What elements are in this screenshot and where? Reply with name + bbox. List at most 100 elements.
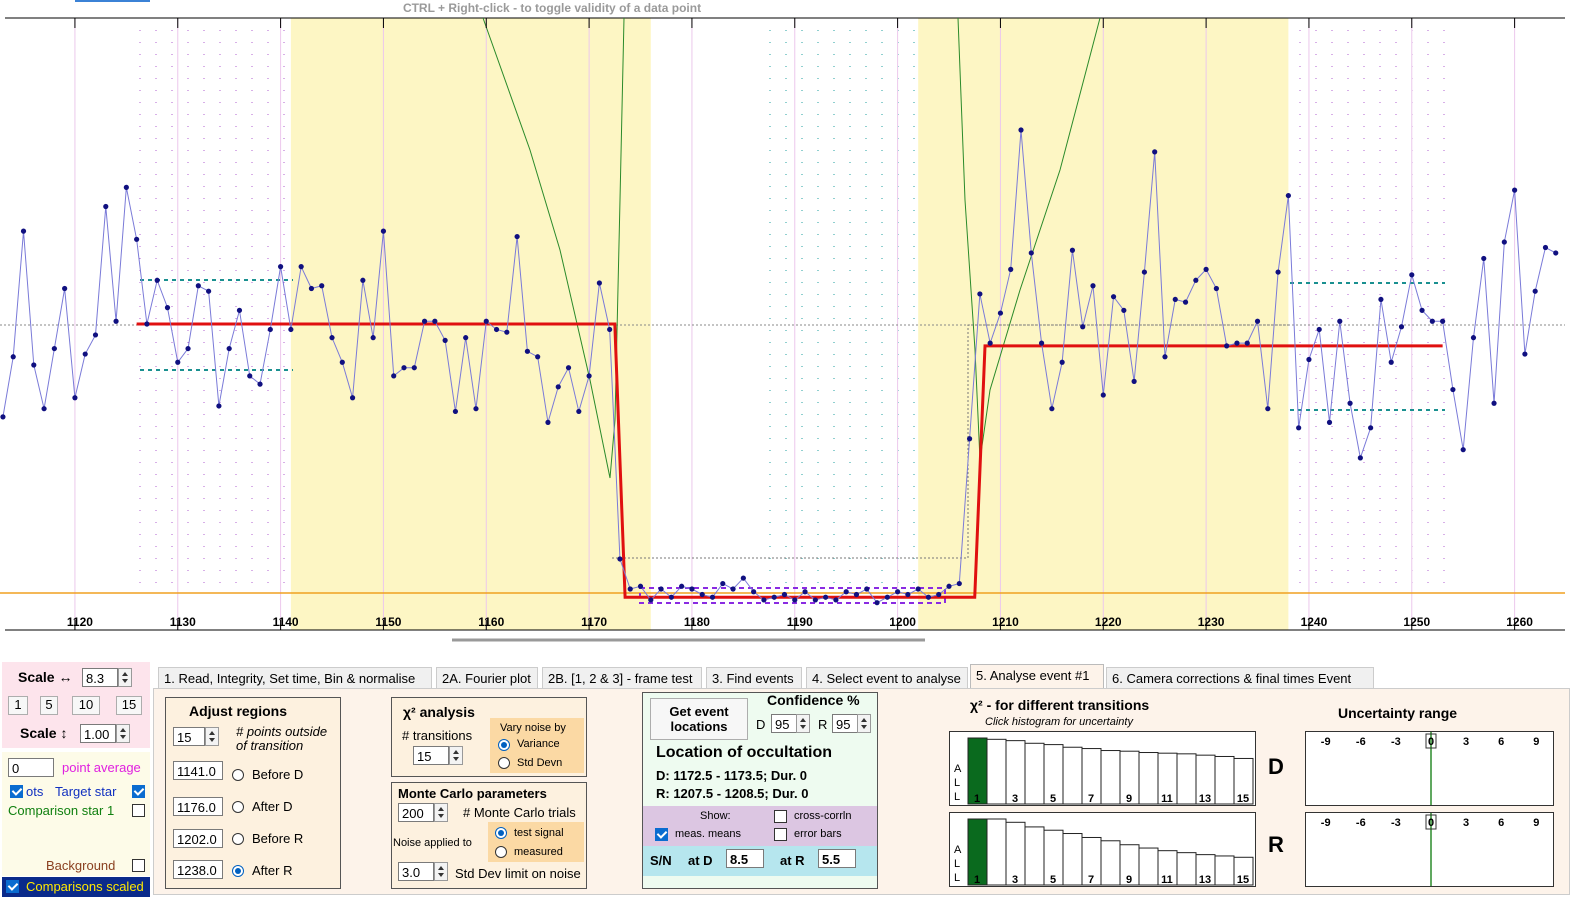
spinner[interactable]	[205, 727, 219, 746]
input[interactable]: 200	[398, 803, 434, 822]
spinner[interactable]	[434, 862, 448, 881]
data-point	[987, 340, 993, 346]
input[interactable]: 1176.0	[173, 797, 223, 816]
tab[interactable]: 4. Select event to analyse	[806, 667, 968, 688]
chi2-bar	[1176, 852, 1197, 886]
checkbox[interactable]	[774, 828, 787, 841]
data-point	[1285, 192, 1291, 199]
data-point	[1254, 318, 1261, 324]
button[interactable]: 15	[116, 696, 142, 715]
data-point	[41, 406, 47, 412]
dropdown[interactable]: 0	[8, 758, 54, 777]
spinner[interactable]	[118, 668, 132, 687]
light-curve-plot[interactable]: CTRL + Right-click - to toggle validity …	[0, 0, 1581, 650]
checkbox[interactable]	[132, 785, 145, 798]
data-point	[144, 321, 150, 327]
spinner[interactable]	[449, 746, 463, 765]
x-tick-label: 1260	[1506, 615, 1533, 629]
input[interactable]: 95	[832, 714, 858, 733]
x-tick-label: 1140	[273, 615, 299, 629]
data-point	[679, 583, 685, 589]
input[interactable]: 1.00	[80, 724, 116, 743]
data-point	[699, 591, 705, 598]
data-point	[1193, 277, 1199, 283]
data-point	[267, 326, 273, 333]
checkbox[interactable]	[655, 828, 668, 841]
input[interactable]: 15	[413, 746, 449, 765]
label: # transitions	[402, 728, 473, 743]
tab[interactable]: 2B. [1, 2 & 3] - frame test	[542, 667, 702, 688]
bar-label: 11	[1161, 793, 1173, 805]
side-letter: A	[954, 763, 962, 775]
input[interactable]: 8.5	[726, 849, 764, 868]
location-d: D: 1172.5 - 1173.5; Dur. 0	[656, 768, 808, 783]
input[interactable]: 1238.0	[173, 860, 223, 879]
bar-label: 13	[1199, 793, 1211, 805]
data-point	[72, 395, 78, 401]
spinner[interactable]	[796, 714, 810, 733]
data-point	[545, 419, 551, 425]
side-letter: A	[954, 844, 962, 856]
histogram-d[interactable]: ALL 1 3 5 7 9 11 13 15	[949, 731, 1256, 806]
data-point	[123, 184, 129, 190]
tab[interactable]: 2A. Fourier plot	[436, 667, 538, 688]
checkbox[interactable]	[132, 804, 145, 817]
radio[interactable]	[498, 739, 510, 751]
checkbox[interactable]	[774, 810, 787, 823]
button[interactable]: 1	[8, 696, 28, 715]
radio[interactable]	[232, 833, 244, 845]
radio[interactable]	[232, 769, 244, 781]
label: point average	[62, 760, 141, 775]
data-point	[329, 335, 335, 341]
button[interactable]: Get event locations	[650, 698, 748, 740]
radio[interactable]	[498, 757, 510, 769]
tab[interactable]: 1. Read, Integrity, Set time, Bin & norm…	[158, 667, 432, 688]
tab[interactable]: 6. Camera corrections & final times Even…	[1106, 667, 1374, 707]
data-point	[1224, 343, 1230, 349]
data-point	[1162, 354, 1168, 360]
bar-label: 15	[1237, 793, 1249, 805]
radio[interactable]	[495, 827, 507, 839]
checkbox[interactable]	[132, 859, 145, 872]
spinner[interactable]	[857, 714, 871, 733]
radio[interactable]	[232, 865, 244, 877]
input[interactable]: 3.0	[398, 862, 434, 881]
uncertainty-r: -9 -6 -3 0 3 6 9	[1305, 812, 1554, 887]
chi2-bar	[1138, 752, 1159, 805]
spinner[interactable]	[434, 803, 448, 822]
group-title: Uncertainty range	[1338, 705, 1458, 721]
data-point	[185, 345, 191, 352]
x-tick-label: 1130	[170, 615, 196, 629]
fit-guide	[612, 324, 1290, 559]
tab-selected[interactable]: 5. Analyse event #1	[970, 664, 1104, 689]
uncertainty-tick: 6	[1498, 736, 1504, 748]
input[interactable]: 95	[771, 714, 797, 733]
uncertainty-tick: 0	[1428, 736, 1434, 748]
label: Comparisons scaled	[26, 879, 144, 894]
data-point	[380, 228, 387, 234]
tab[interactable]: 3. Find events	[706, 667, 802, 688]
label: Target star	[55, 784, 117, 799]
data-point	[586, 373, 592, 379]
radio[interactable]	[232, 801, 244, 813]
button[interactable]: 10	[72, 696, 100, 715]
chi2-bar	[1024, 742, 1045, 805]
zero-box	[1425, 733, 1437, 749]
group-title: χ² - for different transitions	[970, 697, 1150, 713]
checkbox[interactable]	[10, 785, 23, 798]
button[interactable]: 5	[40, 696, 58, 715]
data-point	[1069, 247, 1076, 253]
spinner[interactable]	[116, 724, 130, 743]
checkbox[interactable]	[6, 880, 19, 893]
data-point	[1491, 400, 1497, 406]
radio[interactable]	[495, 846, 507, 858]
bar-label: 1	[974, 793, 980, 805]
data-point	[421, 318, 428, 324]
input[interactable]: 15	[173, 727, 205, 746]
input[interactable]: 8.3	[82, 668, 118, 687]
input[interactable]: 1202.0	[173, 829, 223, 848]
chi2-bar	[1100, 750, 1121, 805]
input[interactable]: 5.5	[818, 849, 856, 868]
histogram-r[interactable]: ALL 1 3 5 7 9 11 13 15	[949, 812, 1256, 887]
input[interactable]: 1141.0	[173, 761, 223, 780]
